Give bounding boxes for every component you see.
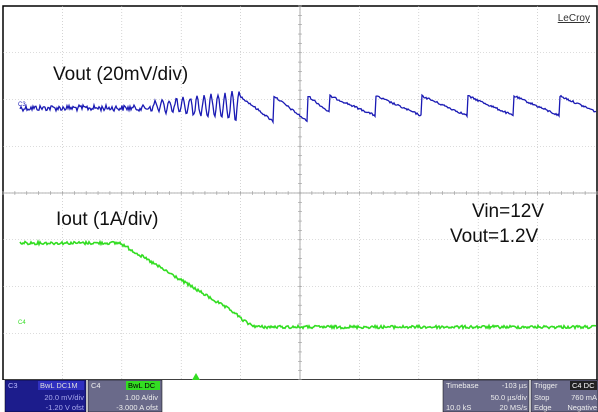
c4-label: C4	[91, 381, 101, 390]
trigger-panel[interactable]: Trigger C4 DC Stop 760 mA Edge Negative	[530, 379, 598, 412]
timebase-tdiv: 50.0 µs/div	[491, 393, 528, 402]
c3-label: C3	[8, 381, 18, 390]
channel-c3-panel[interactable]: C3 BwL DC1M 20.0 mV/div -1.20 V ofst	[4, 379, 87, 412]
timebase-panel[interactable]: Timebase -103 µs 50.0 µs/div 10.0 kS 20 …	[442, 379, 530, 412]
channel-c4-panel[interactable]: C4 BwL DC 1.00 A/div -3.000 A ofst	[87, 379, 163, 412]
c3-marker: C3	[18, 102, 26, 108]
trigger-badge: C4 DC	[572, 381, 595, 390]
grid	[2, 5, 598, 381]
timebase-samples: 10.0 kS	[446, 403, 471, 412]
trigger-mode: Stop	[534, 393, 549, 402]
trace-vout-c3	[19, 90, 597, 125]
iout-annotation: Iout (1A/div)	[56, 209, 158, 230]
trigger-position-marker	[192, 373, 200, 380]
c4-offset: -3.000 A ofst	[116, 403, 159, 412]
c4-marker: C4	[18, 320, 26, 326]
timebase-label: Timebase	[446, 381, 479, 390]
trigger-type: Edge	[534, 403, 552, 412]
vout-annotation: Vout (20mV/div)	[53, 64, 188, 85]
trigger-slope: Negative	[567, 403, 597, 412]
trigger-label: Trigger	[534, 381, 558, 390]
vout-set-annotation: Vout=1.2V	[450, 226, 539, 247]
c4-badge: BwL DC	[128, 381, 156, 390]
c4-vdiv: 1.00 A/div	[125, 393, 158, 402]
c3-badge: BwL DC1M	[40, 381, 78, 390]
trace-iout-c4	[19, 239, 597, 331]
timebase-delay: -103 µs	[502, 381, 527, 390]
timebase-rate: 20 MS/s	[499, 403, 527, 412]
brand-label: LeCroy	[558, 13, 590, 24]
vin-annotation: Vin=12V	[472, 201, 544, 222]
c3-offset: -1.20 V ofst	[46, 403, 85, 412]
c3-vdiv: 20.0 mV/div	[44, 393, 84, 402]
trigger-level: 760 mA	[571, 393, 597, 402]
